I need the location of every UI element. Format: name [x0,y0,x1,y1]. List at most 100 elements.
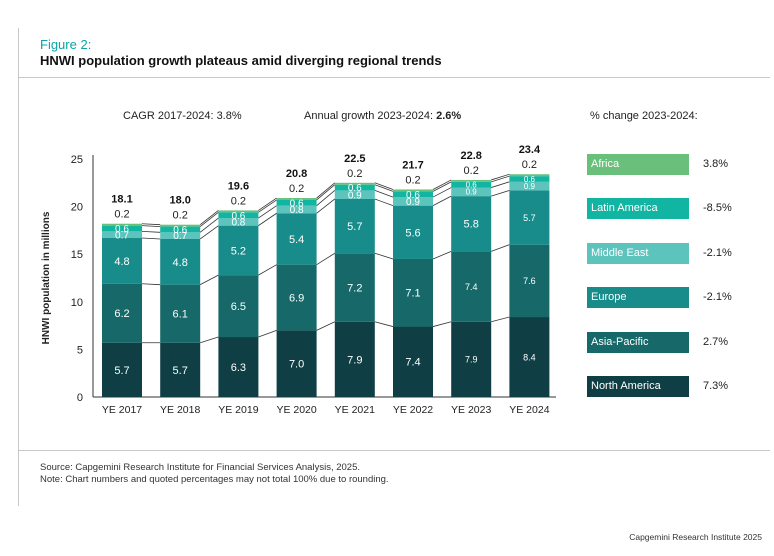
note-line: Note: Chart numbers and quoted percentag… [40,474,389,485]
data-label: 6.9 [289,292,304,304]
data-label: 0.8 [231,217,245,228]
bar-segment-latin-america [334,184,375,191]
data-label: 0.6 [173,225,187,236]
connector-line [374,198,394,207]
left-rule [18,28,19,506]
total-label: 18.1 [111,194,132,206]
data-label: 7.0 [289,359,304,371]
bar-segment-europe [334,198,375,254]
bar-segment-north-america [102,342,142,397]
bar-segment-middle-east [160,232,201,239]
data-label: 0.9 [524,182,536,191]
data-label-africa: 0.2 [173,210,188,222]
legend-pct-change: -2.1% [703,291,732,304]
connector-line [258,199,277,213]
data-label: 0.7 [115,230,129,241]
total-label: 22.5 [344,153,365,165]
data-label-africa: 0.2 [231,195,246,207]
data-label: 5.8 [464,219,479,231]
bar-segment-asia-pacific [334,253,375,322]
pct-change-label: % change 2023-2024: [590,110,698,122]
legend-pct-change: 7.3% [703,380,729,392]
legend-item-europe: Europe [587,287,689,309]
bar-segment-middle-east [102,231,142,239]
data-label: 8.4 [523,352,536,362]
data-label: 0.9 [466,188,478,197]
bar-segment-latin-america [160,226,201,233]
bar-segment-middle-east [509,181,550,191]
connector-line [374,182,394,190]
bar-segment-asia-pacific [160,284,201,343]
bar-segment-latin-america [509,176,550,182]
bar-segment-europe [509,190,550,245]
connector-line [374,190,394,198]
data-label: 6.2 [114,308,129,320]
data-label: 5.7 [114,365,129,377]
data-label: 4.8 [114,256,129,268]
bar-segment-north-america [276,330,317,397]
connector-line [258,197,277,211]
bar-segment-africa [334,182,375,185]
bar-segment-latin-america [218,212,259,219]
bar-segment-asia-pacific [276,264,317,331]
connector-line [258,264,277,276]
legend-pct-change: 3.8% [703,158,729,170]
data-label: 0.7 [173,231,187,242]
connector-line [316,184,336,201]
bar-segment-europe [102,238,142,284]
bar-segment-asia-pacific [218,275,259,338]
data-label: 0.6 [231,211,245,222]
bar-segment-middle-east [451,187,492,197]
connector-line [432,321,452,327]
connector-line [141,225,161,227]
data-label-africa: 0.2 [289,183,304,195]
connector-line [199,211,219,227]
legend-pct-change: -8.5% [703,202,732,215]
data-label: 0.6 [524,175,536,184]
total-label: 20.8 [286,168,307,180]
data-label-africa: 0.2 [464,165,479,177]
bar-segment-africa [160,224,201,227]
total-label: 23.4 [519,144,541,156]
bar-segment-middle-east [276,205,317,214]
cagr-value: 3.8% [216,110,242,122]
data-label-africa: 0.2 [522,159,537,171]
bar-segment-north-america [160,342,201,397]
legend-pct-change: -2.1% [703,246,732,259]
bar-segment-north-america [218,337,259,397]
data-label: 5.7 [523,213,536,223]
data-label: 0.6 [466,181,478,190]
data-label: 6.1 [173,309,188,321]
connector-line [491,181,510,188]
y-tick-label: 25 [71,154,83,166]
data-label-africa: 0.2 [405,174,420,186]
figure-title: HNWI population growth plateaus amid div… [40,53,442,68]
y-tick-label: 15 [71,249,83,261]
x-tick-label: YE 2018 [160,404,200,416]
connector-line [316,190,336,206]
data-label: 4.8 [173,257,188,269]
y-tick-label: 5 [77,344,83,356]
x-tick-label: YE 2017 [102,404,142,416]
bar-segment-north-america [393,326,433,397]
data-label-africa: 0.2 [347,168,362,180]
connector-line [316,198,336,214]
data-label: 0.6 [406,190,420,201]
bar-segment-middle-east [334,190,375,199]
x-tick-label: YE 2021 [335,404,375,416]
bar-segment-middle-east [393,197,433,206]
data-label: 7.9 [347,354,362,366]
x-tick-label: YE 2022 [393,404,433,416]
title-divider [18,77,770,78]
bar-segment-africa [451,179,492,182]
data-label: 5.7 [173,365,188,377]
connector-line [141,283,161,286]
legend-item-asia-pacific: Asia-Pacific [587,331,689,353]
x-tick-label: YE 2019 [218,404,258,416]
data-label: 6.3 [231,362,246,374]
bar-segment-asia-pacific [451,251,492,322]
connector-line [199,210,219,226]
cagr-text: CAGR 2017-2024: 3.8% [123,110,242,122]
total-label: 22.8 [460,150,481,162]
data-label: 0.8 [290,205,304,216]
